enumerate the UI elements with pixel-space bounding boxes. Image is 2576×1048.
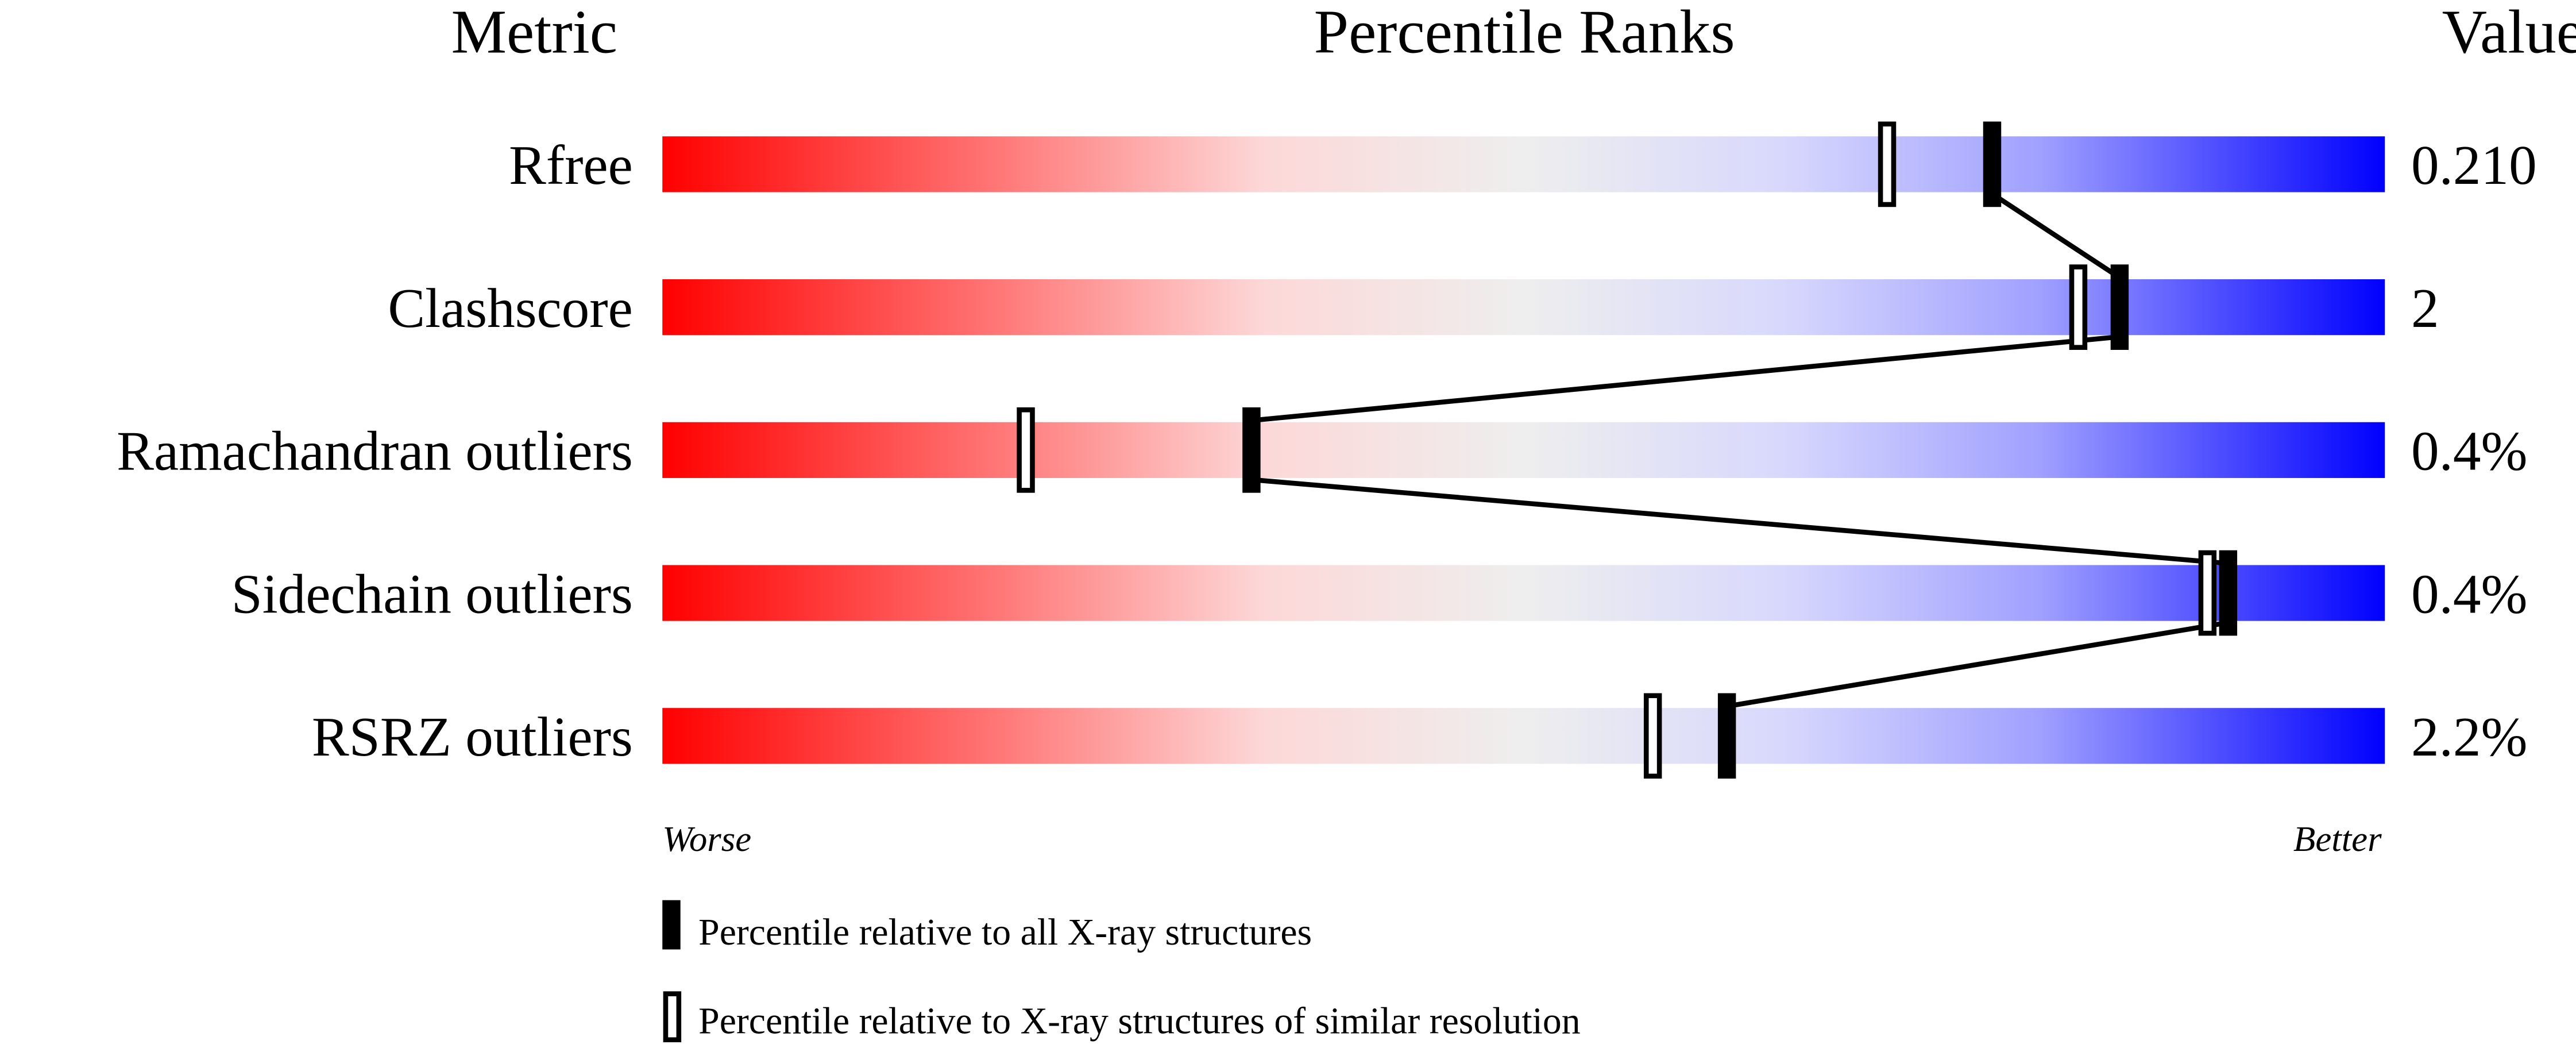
all-structures-marker <box>2219 550 2238 636</box>
metric-value: 0.4% <box>2411 421 2527 483</box>
similar-resolution-marker <box>2198 550 2217 636</box>
legend-filled-marker <box>662 900 681 950</box>
legend-label-similar: Percentile relative to X-ray structures … <box>698 1000 1581 1042</box>
percentile-bar <box>662 136 2385 192</box>
connector-line <box>1726 620 2229 709</box>
header-value: Value <box>2442 0 2576 66</box>
axis-label-worse: Worse <box>662 819 751 859</box>
similar-resolution-marker <box>1878 121 1897 207</box>
percentile-bar <box>662 565 2385 621</box>
connector-line <box>1251 334 2120 423</box>
percentile-bar <box>662 422 2385 478</box>
header-percentile-ranks: Percentile Ranks <box>1314 0 1735 66</box>
metric-label: Ramachandran outliers <box>117 421 633 483</box>
metric-value: 2.2% <box>2411 706 2527 768</box>
percentile-bar <box>662 279 2385 336</box>
percentile-bar <box>662 708 2385 764</box>
similar-resolution-marker <box>2069 264 2088 350</box>
axis-label-better: Better <box>2293 819 2382 859</box>
similar-resolution-marker <box>1643 693 1662 779</box>
all-structures-marker <box>2110 264 2129 350</box>
connector-line <box>1251 477 2229 566</box>
metric-label: Rfree <box>509 134 633 196</box>
all-structures-marker <box>1717 693 1736 779</box>
metric-value: 0.210 <box>2411 134 2537 196</box>
similar-resolution-marker <box>1017 407 1035 493</box>
all-structures-marker <box>1983 121 2002 207</box>
header-metric: Metric <box>451 0 617 66</box>
metric-value: 2 <box>2411 278 2439 340</box>
all-structures-marker <box>1242 407 1261 493</box>
legend-label-all: Percentile relative to all X-ray structu… <box>698 911 1312 953</box>
legend-open-marker-box <box>663 991 682 1042</box>
connector-line <box>1991 191 2121 280</box>
metric-value: 0.4% <box>2411 563 2527 625</box>
metric-label: RSRZ outliers <box>312 706 633 768</box>
metric-label: Clashscore <box>388 278 632 340</box>
metric-label: Sidechain outliers <box>231 563 633 625</box>
